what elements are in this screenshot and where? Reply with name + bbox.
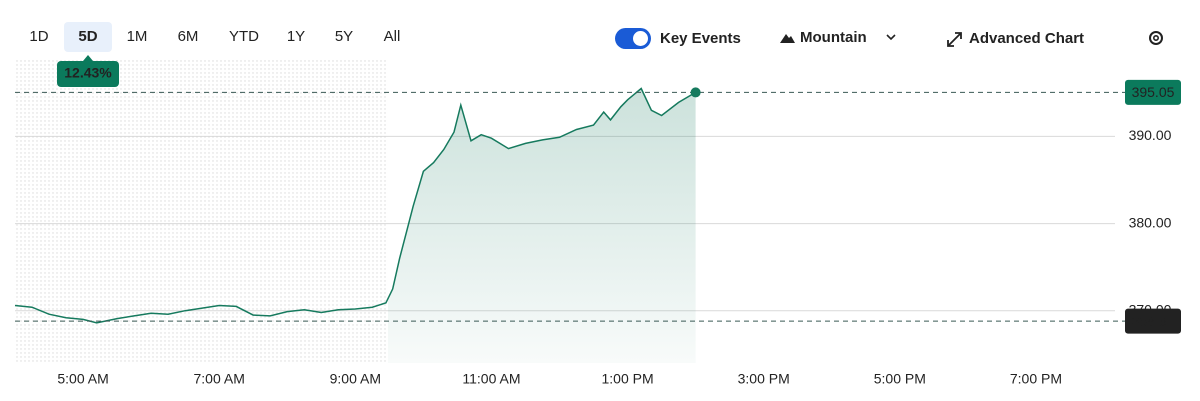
range-button[interactable]: 5D bbox=[78, 28, 97, 45]
range-button[interactable]: 1Y bbox=[287, 28, 305, 45]
area-fill bbox=[388, 88, 696, 363]
x-tick-label: 1:00 PM bbox=[601, 371, 653, 387]
x-tick-label: 7:00 AM bbox=[194, 371, 245, 387]
range-selected-bg bbox=[64, 22, 112, 52]
x-tick-label: 3:00 PM bbox=[738, 371, 790, 387]
range-button[interactable]: 1M bbox=[127, 28, 148, 45]
x-tick-label: 5:00 PM bbox=[874, 371, 926, 387]
toggle-knob bbox=[633, 31, 648, 46]
chart-style[interactable]: Mountain bbox=[800, 29, 867, 46]
mountain-icon bbox=[780, 34, 795, 43]
price-line bbox=[14, 87, 696, 324]
previous-close-box bbox=[1125, 308, 1181, 334]
x-tick-label: 9:00 AM bbox=[330, 371, 381, 387]
range-button[interactable]: 5Y bbox=[335, 28, 353, 45]
advanced-chart[interactable]: Advanced Chart bbox=[969, 30, 1084, 47]
previous-close-label: 368.81 bbox=[1132, 313, 1175, 329]
y-tick-label: 380.00 bbox=[1129, 214, 1172, 230]
chevron bbox=[886, 34, 896, 41]
badge-pointer bbox=[83, 55, 93, 61]
change-badge-bg bbox=[57, 61, 119, 87]
settings-icon[interactable] bbox=[1149, 31, 1163, 45]
change-badge: 12.43% bbox=[64, 65, 112, 81]
expand-icon bbox=[947, 32, 962, 47]
range-button[interactable]: YTD bbox=[229, 28, 259, 45]
premarket-shade bbox=[15, 58, 388, 363]
x-tick-label: 11:00 AM bbox=[462, 371, 520, 387]
range-button[interactable]: 1D bbox=[29, 28, 48, 45]
last-price-box bbox=[1125, 79, 1181, 105]
x-tick-label: 5:00 AM bbox=[57, 371, 108, 387]
y-tick-label: 390.00 bbox=[1129, 127, 1172, 143]
range-button[interactable]: 6M bbox=[178, 28, 199, 45]
last-price-label: 395.05 bbox=[1132, 84, 1175, 100]
range-button[interactable]: All bbox=[384, 28, 401, 45]
last-point bbox=[690, 87, 701, 98]
key-events-label[interactable]: Key Events bbox=[660, 30, 741, 47]
x-tick-label: 7:00 PM bbox=[1010, 371, 1062, 387]
